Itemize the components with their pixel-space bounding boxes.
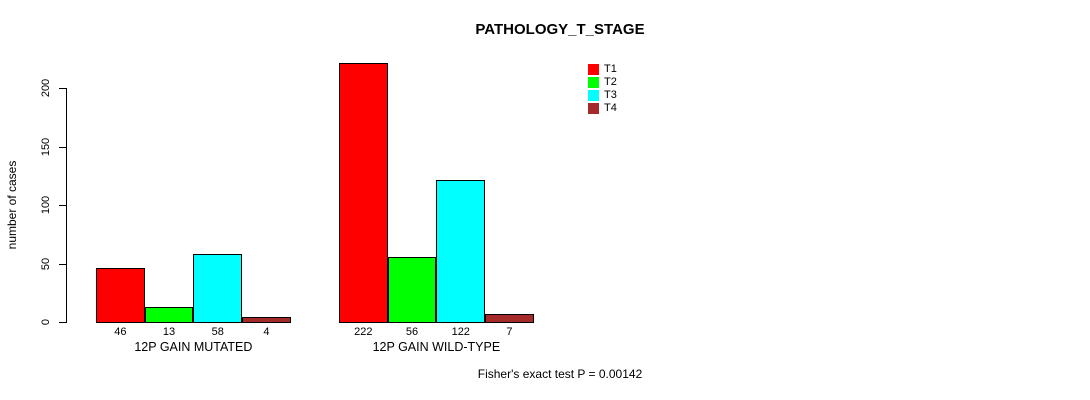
bar-value-label: 46 xyxy=(114,326,127,338)
bar-t4-mutated xyxy=(242,317,291,323)
chart-title: PATHOLOGY_T_STAGE xyxy=(475,21,645,38)
y-axis-tick-label: 150 xyxy=(40,137,52,156)
legend-label-t4: T4 xyxy=(604,102,617,114)
legend-label-t1: T1 xyxy=(604,63,617,75)
legend-swatch-t3 xyxy=(588,90,599,101)
bar-value-label: 13 xyxy=(162,326,176,338)
y-axis-tick xyxy=(59,88,66,90)
bar-t1-mutated xyxy=(96,268,145,323)
legend-swatch-t1 xyxy=(588,64,599,75)
bar-t2-wildtype xyxy=(387,256,437,323)
bar-value-label: 122 xyxy=(451,326,470,338)
y-axis-tick-label: 200 xyxy=(40,79,52,98)
y-axis-tick-label: 100 xyxy=(40,196,52,215)
bar-t1-wildtype xyxy=(339,62,388,323)
y-axis-tick xyxy=(59,322,66,323)
legend: T1 T2 T3 T4 xyxy=(588,63,617,115)
legend-item-t2: T2 xyxy=(588,76,617,89)
bar-t2-mutated xyxy=(144,306,194,323)
y-axis-line xyxy=(66,88,67,323)
bar-value-label: 7 xyxy=(506,326,513,338)
bar-t3-wildtype xyxy=(436,179,486,323)
y-axis-tick-label: 0 xyxy=(40,318,52,326)
stat-test-annotation: Fisher's exact test P = 0.00142 xyxy=(477,367,643,381)
legend-label-t2: T2 xyxy=(604,76,617,88)
legend-swatch-t4 xyxy=(588,103,599,114)
legend-item-t1: T1 xyxy=(588,63,617,76)
bar-t3-mutated xyxy=(193,254,243,323)
category-label-wildtype: 12P GAIN WILD-TYPE xyxy=(372,340,501,354)
bar-value-label: 4 xyxy=(263,326,270,338)
y-axis-label: number of cases xyxy=(5,160,19,250)
legend-label-t3: T3 xyxy=(604,89,617,101)
bar-value-label: 58 xyxy=(211,326,224,338)
bar-value-label: 222 xyxy=(354,326,373,338)
bar-t4-wildtype xyxy=(485,313,534,323)
y-axis-tick xyxy=(59,263,66,265)
legend-item-t3: T3 xyxy=(588,89,617,102)
y-axis-tick-label: 50 xyxy=(40,257,52,270)
y-axis-tick xyxy=(59,146,66,148)
legend-item-t4: T4 xyxy=(588,102,617,115)
legend-swatch-t2 xyxy=(588,77,599,88)
bar-value-label: 56 xyxy=(405,326,419,338)
y-axis-tick xyxy=(59,205,66,207)
category-label-mutated: 12P GAIN MUTATED xyxy=(134,340,253,354)
